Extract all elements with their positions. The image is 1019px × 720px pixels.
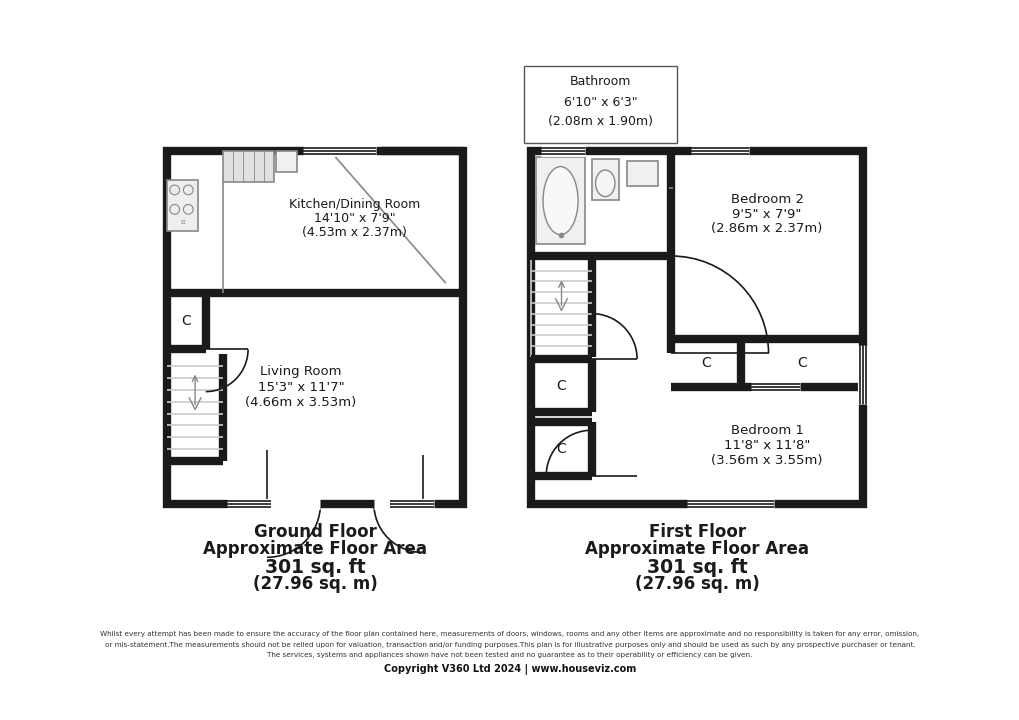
- Text: 11'8" x 11'8": 11'8" x 11'8": [723, 439, 809, 452]
- Text: ⊟: ⊟: [180, 220, 184, 225]
- Text: C: C: [701, 356, 710, 370]
- Text: or mis-statement.The measurements should not be relied upon for valuation, trans: or mis-statement.The measurements should…: [105, 642, 914, 648]
- Bar: [167, 180, 198, 230]
- Text: (27.96 sq. m): (27.96 sq. m): [253, 575, 377, 593]
- Text: 9'5" x 7'9": 9'5" x 7'9": [732, 207, 801, 221]
- Bar: [523, 66, 677, 143]
- Text: C: C: [181, 314, 191, 328]
- Text: C: C: [556, 442, 566, 456]
- Text: 301 sq. ft: 301 sq. ft: [265, 557, 365, 577]
- Text: Bedroom 1: Bedroom 1: [730, 425, 803, 438]
- Text: First Floor: First Floor: [648, 523, 745, 541]
- Text: Bedroom 2: Bedroom 2: [730, 193, 803, 206]
- Text: Bathroom: Bathroom: [570, 75, 631, 88]
- Text: 14'10" x 7'9": 14'10" x 7'9": [314, 212, 395, 225]
- Ellipse shape: [595, 170, 614, 197]
- Bar: [626, 161, 657, 186]
- Text: 6'10" x 6'3": 6'10" x 6'3": [564, 96, 637, 109]
- Text: (4.53m x 2.37m): (4.53m x 2.37m): [302, 225, 407, 238]
- Bar: [591, 159, 619, 199]
- Text: (27.96 sq. m): (27.96 sq. m): [634, 575, 759, 593]
- Bar: [275, 151, 297, 172]
- Text: 301 sq. ft: 301 sq. ft: [646, 557, 747, 577]
- Text: Copyright V360 Ltd 2024 | www.houseviz.com: Copyright V360 Ltd 2024 | www.houseviz.c…: [383, 664, 636, 675]
- Ellipse shape: [542, 166, 578, 235]
- Text: (4.66m x 3.53m): (4.66m x 3.53m): [246, 397, 357, 410]
- Text: Approximate Floor Area: Approximate Floor Area: [585, 539, 808, 557]
- Bar: [223, 151, 273, 182]
- Text: (2.08m x 1.90m): (2.08m x 1.90m): [547, 115, 652, 128]
- Text: 15'3" x 11'7": 15'3" x 11'7": [258, 381, 344, 394]
- Text: The services, systems and appliances shown have not been tested and no guarantee: The services, systems and appliances sho…: [267, 652, 752, 659]
- Text: Living Room: Living Room: [260, 365, 341, 378]
- Text: Whilst every attempt has been made to ensure the accuracy of the floor plan cont: Whilst every attempt has been made to en…: [100, 631, 919, 637]
- Text: C: C: [556, 379, 566, 392]
- Text: (2.86m x 2.37m): (2.86m x 2.37m): [710, 222, 822, 235]
- Bar: [531, 151, 862, 504]
- Text: (3.56m x 3.55m): (3.56m x 3.55m): [710, 454, 822, 467]
- Text: Ground Floor: Ground Floor: [254, 523, 376, 541]
- Text: C: C: [797, 356, 806, 370]
- Text: Kitchen/Dining Room: Kitchen/Dining Room: [288, 199, 420, 212]
- Bar: [167, 151, 463, 504]
- Bar: [536, 157, 584, 244]
- Text: Approximate Floor Area: Approximate Floor Area: [203, 539, 427, 557]
